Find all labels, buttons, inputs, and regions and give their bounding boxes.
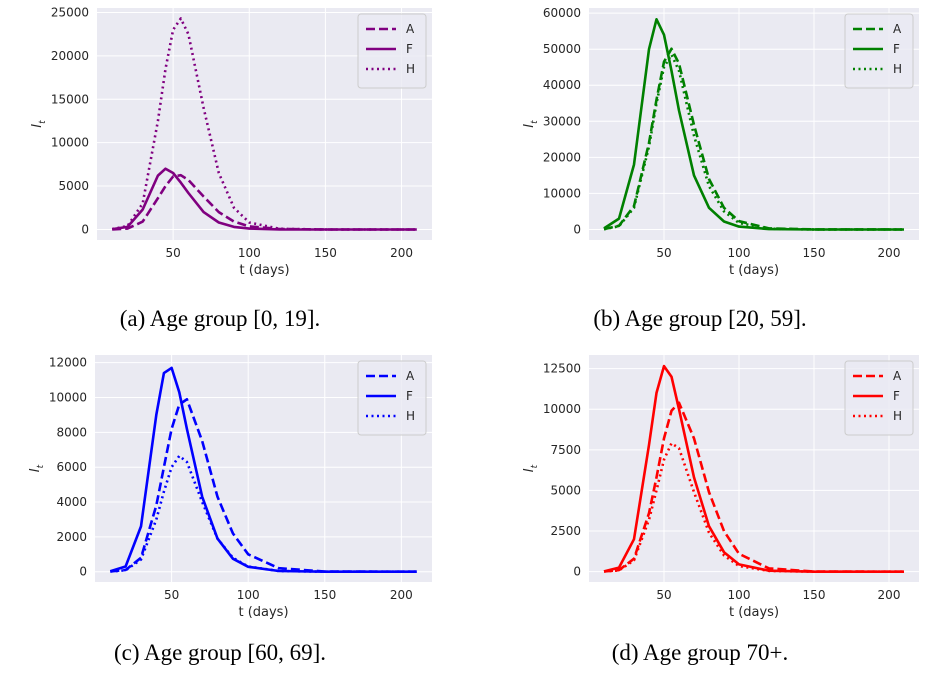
y-tick-label: 15000 <box>51 92 89 106</box>
y-tick-label: 60000 <box>543 6 581 20</box>
legend-box <box>357 360 427 436</box>
y-tick-label: 0 <box>573 565 581 579</box>
caption: (b) Age group [20, 59]. <box>593 306 806 331</box>
x-tick-label: 100 <box>237 588 260 602</box>
legend-label: F <box>893 42 900 56</box>
series-line <box>109 366 417 573</box>
legend-label: A <box>893 22 902 36</box>
y-label-subscript: t <box>530 120 540 124</box>
x-tick-label: 200 <box>390 588 413 602</box>
x-tick-label: 150 <box>314 246 337 260</box>
x-axis-label: t (days) <box>729 605 779 620</box>
y-tick-label: 25000 <box>51 5 89 19</box>
legend-box <box>844 360 914 436</box>
series-line <box>603 18 904 231</box>
y-tick-label: 10000 <box>543 186 581 200</box>
x-tick-label: 100 <box>238 246 261 260</box>
x-axis-label: t (days) <box>239 263 289 278</box>
y-tick-label: 7500 <box>550 443 581 457</box>
x-tick-label: 100 <box>728 246 751 260</box>
y-label-subscript: t <box>530 464 540 468</box>
y-tick-label: 20000 <box>51 49 89 63</box>
y-tick-label: 12000 <box>49 356 87 370</box>
x-tick-label: 150 <box>803 246 826 260</box>
y-tick-label: 10000 <box>49 391 87 405</box>
x-tick-label: 50 <box>164 588 179 602</box>
caption: (d) Age group 70+. <box>612 640 789 665</box>
series-line <box>603 53 904 231</box>
y-tick-label: 40000 <box>543 78 581 92</box>
x-tick-label: 200 <box>878 588 901 602</box>
series-line <box>112 167 417 231</box>
series-line <box>110 454 417 573</box>
series-line <box>603 401 905 573</box>
legend-label: F <box>406 389 413 403</box>
y-tick-label: 5000 <box>550 483 581 497</box>
x-tick-label: 50 <box>165 246 180 260</box>
x-tick-label: 50 <box>656 588 671 602</box>
x-tick-label: 150 <box>803 588 826 602</box>
series-line <box>110 398 417 573</box>
y-tick-label: 50000 <box>543 42 581 56</box>
y-label-main: I <box>28 468 43 472</box>
legend-label: A <box>406 369 415 383</box>
y-axis-label: It <box>30 120 48 128</box>
x-tick-label: 50 <box>656 246 671 260</box>
y-axis-label: It <box>522 120 540 128</box>
x-tick-label: 100 <box>728 588 751 602</box>
x-tick-label: 200 <box>878 246 901 260</box>
y-tick-label: 10000 <box>51 136 89 150</box>
legend-label: H <box>893 409 902 423</box>
y-tick-label: 0 <box>79 565 87 579</box>
legend-label: F <box>406 42 413 56</box>
y-label-subscript: t <box>38 120 48 124</box>
x-axis-label: t (days) <box>238 605 288 620</box>
y-tick-label: 4000 <box>56 495 87 509</box>
series-line <box>603 442 904 573</box>
y-tick-label: 6000 <box>56 460 87 474</box>
caption: (c) Age group [60, 69]. <box>114 640 326 665</box>
y-axis-label: It <box>522 464 540 472</box>
legend-label: H <box>406 409 415 423</box>
x-axis-label: t (days) <box>729 263 779 278</box>
legend-label: H <box>406 62 415 76</box>
y-tick-label: 10000 <box>543 402 581 416</box>
x-tick-label: 150 <box>313 588 336 602</box>
y-tick-label: 20000 <box>543 150 581 164</box>
legend-label: A <box>893 369 902 383</box>
y-tick-label: 8000 <box>56 425 87 439</box>
y-tick-label: 5000 <box>58 179 89 193</box>
y-tick-label: 0 <box>573 222 581 236</box>
legend-box <box>357 13 427 89</box>
caption: (a) Age group [0, 19]. <box>120 306 321 331</box>
y-label-main: I <box>522 468 537 472</box>
legend-box <box>844 13 914 89</box>
y-label-main: I <box>30 124 45 128</box>
y-tick-label: 0 <box>81 222 89 236</box>
legend-label: A <box>406 22 415 36</box>
y-axis-label: It <box>28 464 46 472</box>
legend-label: H <box>893 62 902 76</box>
y-tick-label: 12500 <box>543 362 581 376</box>
y-label-main: I <box>522 124 537 128</box>
y-tick-label: 2500 <box>550 524 581 538</box>
x-tick-label: 200 <box>390 246 413 260</box>
y-tick-label: 2000 <box>56 530 87 544</box>
y-tick-label: 30000 <box>543 114 581 128</box>
legend-label: F <box>893 389 900 403</box>
y-label-subscript: t <box>36 464 46 468</box>
